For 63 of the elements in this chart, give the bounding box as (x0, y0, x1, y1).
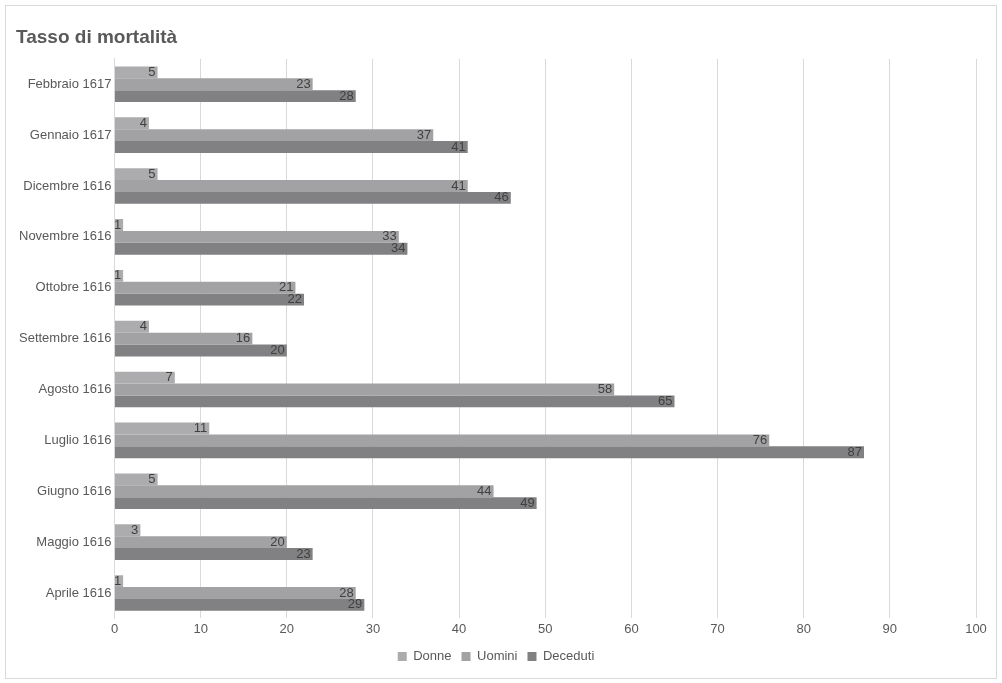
data-label: 5 (148, 470, 156, 486)
x-tick-label: 50 (538, 620, 553, 636)
x-tick-label: 20 (279, 620, 295, 636)
bar (115, 497, 537, 510)
x-tick-label: 10 (193, 620, 208, 636)
bar (115, 598, 365, 611)
data-label: 20 (270, 342, 285, 358)
data-label: 23 (296, 75, 311, 91)
data-label: 3 (131, 521, 139, 537)
y-tick-label: Maggio 1616 (36, 533, 112, 549)
data-label: 4 (139, 318, 147, 334)
data-label: 58 (597, 381, 613, 397)
data-label: 11 (193, 420, 208, 436)
legend-label: Donne (413, 648, 452, 664)
data-label: 7 (165, 369, 173, 385)
x-tick-label: 100 (965, 620, 987, 636)
x-tick-label: 0 (110, 620, 119, 636)
data-label: 46 (494, 189, 509, 205)
data-label: 28 (339, 87, 354, 103)
bar (115, 141, 468, 153)
y-tick-label: Dicembre 1616 (23, 177, 112, 193)
data-label: 23 (296, 545, 311, 561)
x-tick-label: 60 (624, 620, 639, 636)
data-label: 5 (148, 165, 156, 181)
bar (115, 293, 305, 306)
data-label: 44 (477, 482, 492, 498)
y-tick-label: Settembre 1616 (18, 330, 112, 346)
data-label: 5 (148, 63, 156, 79)
x-tick-label: 80 (796, 620, 811, 636)
legend-label: Deceduti (542, 648, 595, 664)
bar (115, 191, 511, 204)
data-label: 41 (451, 138, 466, 154)
data-label: 20 (270, 533, 285, 549)
y-tick-label: Agosto 1616 (38, 381, 112, 397)
bar (115, 548, 313, 560)
bar (115, 90, 356, 103)
x-tick-label: 30 (365, 620, 381, 636)
data-label: 49 (520, 494, 535, 510)
bar (115, 446, 865, 459)
data-label: 1 (113, 267, 122, 283)
bar (115, 242, 408, 255)
y-tick-label: Luglio 1616 (44, 431, 112, 447)
y-tick-label: Giugno 1616 (37, 482, 112, 498)
x-tick-label: 40 (451, 620, 467, 636)
data-label: 87 (847, 443, 863, 459)
chart-title: Tasso di mortalità (16, 25, 178, 47)
data-label: 37 (416, 126, 432, 142)
data-label: 65 (658, 392, 673, 408)
bar (115, 395, 675, 408)
x-tick-label: 90 (882, 620, 898, 636)
x-tick-label: 70 (710, 620, 725, 636)
data-label: 16 (235, 330, 251, 346)
y-tick-label: Gennaio 1617 (29, 126, 112, 142)
y-tick-label: Ottobre 1616 (35, 279, 112, 295)
y-tick-label: Aprile 1616 (45, 584, 112, 600)
data-label: 76 (752, 431, 768, 447)
data-label: 1 (113, 572, 122, 588)
data-label: 4 (139, 114, 147, 130)
data-label: 1 (113, 216, 122, 232)
data-label: 41 (451, 177, 466, 193)
y-tick-label: Novembre 1616 (19, 228, 112, 244)
legend-label: Uomini (477, 648, 518, 664)
y-tick-label: Febbraio 1617 (27, 75, 112, 91)
